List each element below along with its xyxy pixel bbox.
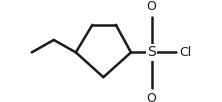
Text: Cl: Cl <box>179 46 192 59</box>
Text: O: O <box>147 0 157 13</box>
Text: O: O <box>147 92 157 102</box>
Text: S: S <box>147 45 156 59</box>
